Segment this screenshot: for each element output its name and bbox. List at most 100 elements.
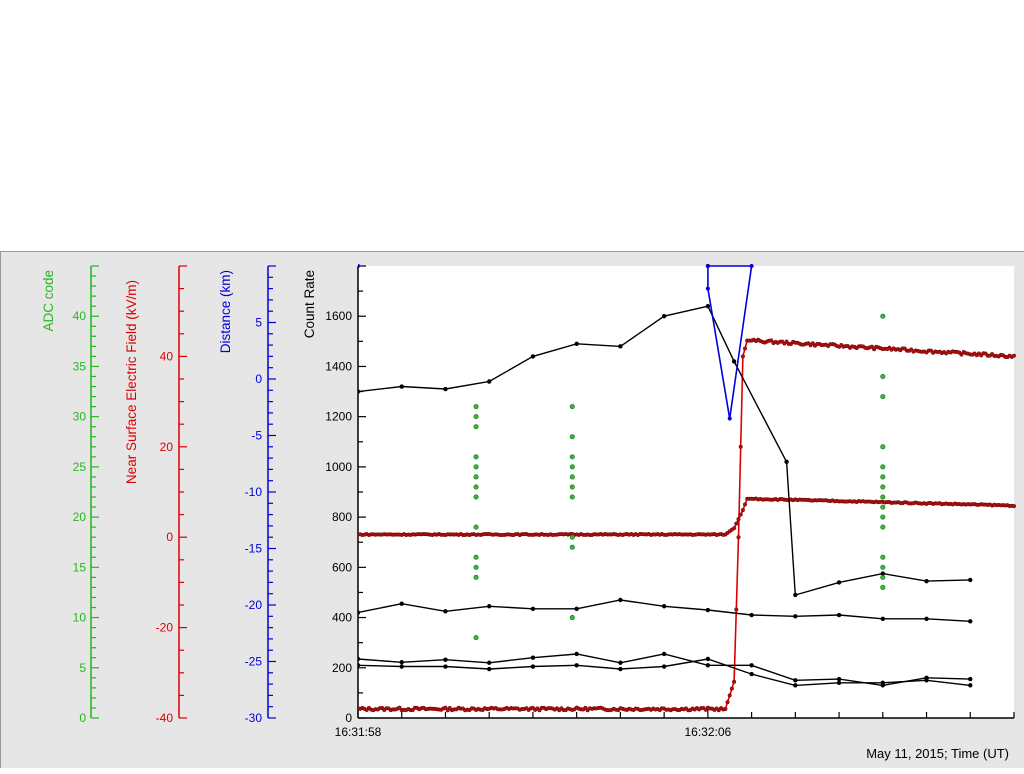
adc-point xyxy=(880,564,886,570)
efield-tick-label: 0 xyxy=(166,530,173,544)
adc-point xyxy=(473,404,479,410)
count-rate-point xyxy=(968,676,973,682)
count-rate-point xyxy=(574,663,579,668)
efield-point xyxy=(443,705,448,710)
count-rate-point xyxy=(399,660,404,665)
x-axis: 16:31:58 16:32:06 May 11, 2015; Time (UT) xyxy=(335,708,1015,761)
efield-tick-label: 20 xyxy=(160,440,174,454)
distance-point xyxy=(705,264,710,268)
count-rate-point xyxy=(530,606,536,611)
distance-tick-label: -15 xyxy=(245,542,263,556)
plot-panel: 0 5 10 15 20 25 30 35 40 -40 -20 0 20 40 -30 -25 -20 -15-… xyxy=(0,251,1024,768)
count-rate-point xyxy=(705,303,711,309)
adc-point xyxy=(569,464,575,470)
adc-point xyxy=(880,464,886,470)
adc-point xyxy=(473,564,479,570)
adc-point xyxy=(473,635,479,641)
count-rate-point xyxy=(880,616,885,622)
count-rate-point xyxy=(968,683,973,688)
efield-point xyxy=(1011,504,1017,509)
distance-point xyxy=(705,286,710,291)
count-rate-point xyxy=(661,651,667,657)
distance-axis-title: Distance (km) xyxy=(218,270,233,353)
adc-point xyxy=(569,474,575,480)
efield-point xyxy=(736,517,741,522)
adc-point xyxy=(880,574,886,580)
adc-point xyxy=(473,484,479,490)
adc-tick-label: 35 xyxy=(73,359,87,373)
efield-axis-title: Near Surface Electric Field (kV/m) xyxy=(124,280,139,484)
efield-point xyxy=(742,502,748,507)
adc-point xyxy=(880,494,886,500)
count-rate-point xyxy=(530,664,536,669)
count-rate-point xyxy=(358,610,361,615)
x-tick-label: 16:31:58 xyxy=(335,725,382,739)
efield-point xyxy=(738,512,743,517)
count-rate-point xyxy=(784,459,789,465)
count-rate-point xyxy=(924,616,929,622)
adc-point xyxy=(880,394,886,400)
count-rate-point xyxy=(836,612,842,618)
count-rate-point xyxy=(793,683,798,688)
efield-point xyxy=(725,700,730,705)
efield-point xyxy=(740,354,745,359)
adc-point xyxy=(880,373,886,379)
count-rate-point xyxy=(618,666,623,672)
efield-tick-label: 40 xyxy=(160,349,174,363)
adc-point xyxy=(569,434,575,440)
count-rate-point xyxy=(749,663,754,668)
adc-point xyxy=(569,615,575,621)
efield-point xyxy=(732,679,737,684)
adc-point xyxy=(880,584,886,590)
adc-point xyxy=(880,313,886,319)
count-tick-label: 1000 xyxy=(325,460,352,474)
plot-series xyxy=(358,264,1017,713)
count-tick-label: 200 xyxy=(332,661,352,675)
count-rate-point xyxy=(487,666,492,672)
efield-point xyxy=(723,706,728,712)
count-rate-point xyxy=(399,601,404,606)
count-rate-point xyxy=(705,663,711,668)
adc-point xyxy=(880,554,886,560)
distance-tick-label: -20 xyxy=(245,598,263,612)
distance-tick-label: -5 xyxy=(251,429,262,443)
distance-tick-label: -25 xyxy=(245,655,263,669)
count-rate-point xyxy=(793,678,798,683)
count-rate-point xyxy=(487,660,492,665)
count-rate-point xyxy=(880,680,885,686)
count-rate-point xyxy=(487,604,492,609)
count-tick-label: 0 xyxy=(345,711,352,725)
efield-point xyxy=(734,607,739,612)
count-rate-point xyxy=(443,657,448,662)
adc-tick-label: 15 xyxy=(73,560,87,574)
adc-point xyxy=(880,514,886,520)
count-rate-point xyxy=(530,655,536,660)
count-tick-label: 1200 xyxy=(325,410,352,424)
count-rate-point xyxy=(530,354,536,359)
count-rate-point xyxy=(399,384,404,389)
adc-tick-label: 20 xyxy=(73,510,87,524)
efield-point xyxy=(742,346,748,351)
count-rate-point xyxy=(358,389,361,394)
count-rate-point xyxy=(661,604,667,609)
count-rate-point xyxy=(487,379,492,384)
efield-point xyxy=(959,352,964,357)
count-rate-point xyxy=(443,386,448,392)
count-rate-point xyxy=(661,314,667,319)
adc-point xyxy=(473,414,479,420)
count-rate-point xyxy=(443,664,448,669)
count-rate-point xyxy=(749,612,754,618)
adc-tick-label: 25 xyxy=(73,460,87,474)
efield-point xyxy=(727,693,732,698)
adc-point xyxy=(473,454,479,460)
count-rate-point xyxy=(731,359,737,364)
x-tick-label: 16:32:06 xyxy=(685,725,732,739)
adc-point xyxy=(880,524,886,530)
count-tick-label: 600 xyxy=(332,560,352,574)
adc-point xyxy=(569,494,575,500)
count-rate-point xyxy=(618,660,623,665)
distance-tick-label: -10 xyxy=(245,485,263,499)
count-tick-label: 400 xyxy=(332,611,352,625)
adc-point xyxy=(473,464,479,470)
adc-point xyxy=(569,544,575,550)
